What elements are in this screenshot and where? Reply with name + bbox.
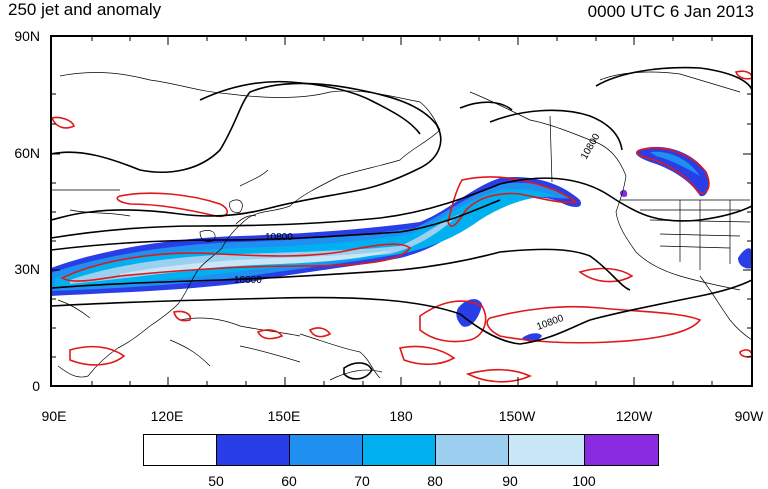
graticule-ticks [51, 36, 752, 386]
jet-shade-80 [70, 214, 460, 284]
jet-shade-east [738, 248, 752, 269]
map-timestamp: 0000 UTC 6 Jan 2013 [587, 2, 754, 21]
colorbar-swatch-6 [584, 434, 659, 466]
colorbar-label: 100 [572, 473, 596, 489]
jet-shade-ne-pacific-inner [650, 151, 700, 176]
lat-label-eq: 0 [32, 378, 40, 394]
lon-label-90e: 90E [41, 408, 67, 424]
map-title: 250 jet and anomaly [8, 0, 162, 19]
colorbar-swatch-5 [508, 434, 585, 466]
colorbar-label: 50 [208, 473, 224, 489]
contour-label: 10800 [265, 232, 293, 243]
contour-label: 10800 [234, 275, 262, 286]
lon-label-180: 180 [389, 408, 413, 424]
colorbar-swatch-2 [289, 434, 363, 466]
colorbar-swatch-3 [362, 434, 436, 466]
lon-label-120e: 120E [150, 408, 184, 424]
map-frame [50, 35, 753, 387]
lon-label-150e: 150E [267, 408, 301, 424]
lat-label-90n: 90N [14, 28, 40, 44]
coastlines [51, 71, 752, 381]
colorbar-swatch-4 [435, 434, 509, 466]
lon-label-90w: 90W [734, 408, 764, 424]
colorbar-label: 70 [354, 473, 370, 489]
lon-label-120w: 120W [615, 408, 653, 424]
lon-label-150w: 150W [498, 408, 536, 424]
lat-label-30n: 30N [14, 261, 40, 277]
colorbar-swatch-0 [143, 434, 217, 466]
colorbar-label: 80 [427, 473, 443, 489]
colorbar-label: 60 [281, 473, 297, 489]
jet-shade-sub1 [456, 299, 482, 327]
colorbar-label: 90 [502, 473, 518, 489]
height-contours [51, 66, 752, 380]
lat-label-60n: 60N [14, 145, 40, 161]
colorbar-swatch-1 [216, 434, 290, 466]
